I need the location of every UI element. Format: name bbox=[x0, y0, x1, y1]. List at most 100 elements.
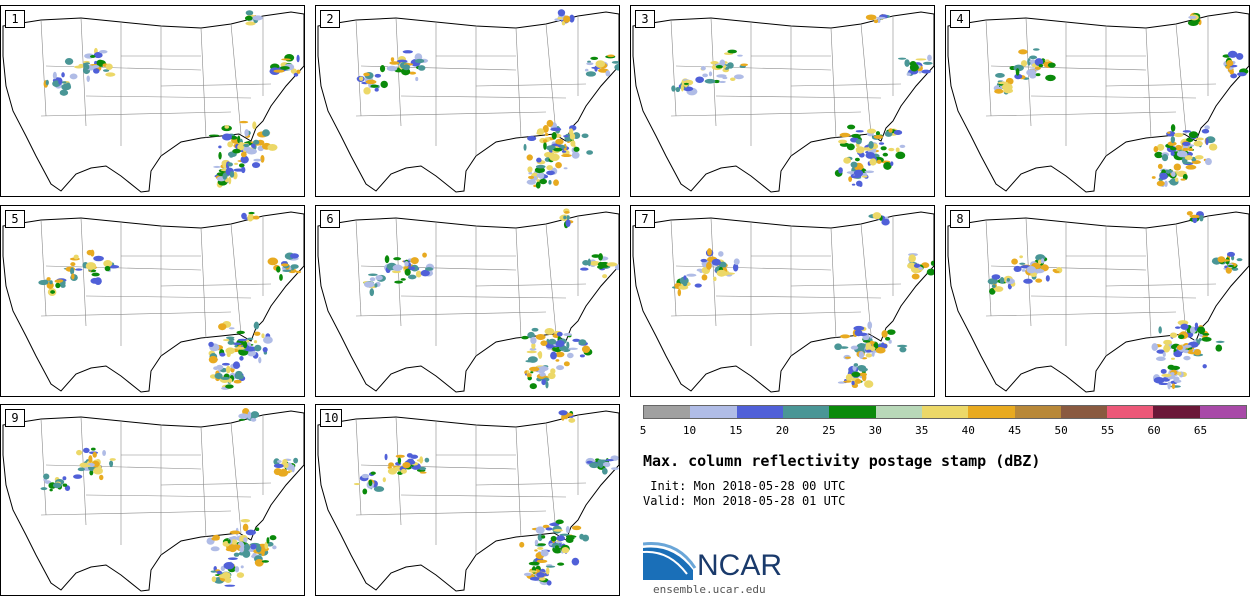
state-border bbox=[40, 19, 47, 117]
reflectivity-echo bbox=[1026, 69, 1037, 76]
reflectivity-echo bbox=[580, 267, 589, 271]
reflectivity-echo bbox=[539, 178, 548, 185]
reflectivity-echo bbox=[851, 183, 856, 186]
state-border bbox=[475, 83, 587, 87]
reflectivity-echo bbox=[585, 71, 597, 77]
reflectivity-echo bbox=[89, 55, 96, 58]
reflectivity-echo bbox=[70, 267, 75, 275]
map-panel-7: 7 bbox=[630, 205, 935, 397]
reflectivity-echo bbox=[1195, 137, 1204, 141]
reflectivity-echo bbox=[563, 167, 568, 170]
reflectivity-echo bbox=[546, 119, 554, 127]
reflectivity-echo bbox=[1173, 132, 1184, 138]
state-border bbox=[40, 111, 232, 117]
reflectivity-echo bbox=[845, 373, 853, 382]
colorbar-tick-label: 55 bbox=[1100, 424, 1115, 437]
member-number: 7 bbox=[635, 210, 655, 228]
reflectivity-echo bbox=[424, 267, 434, 271]
reflectivity-echo bbox=[1202, 364, 1207, 369]
reflectivity-map bbox=[2, 211, 304, 393]
reflectivity-echo bbox=[557, 17, 563, 20]
reflectivity-echo bbox=[102, 450, 107, 457]
reflectivity-echo bbox=[1193, 140, 1203, 147]
reflectivity-echo bbox=[706, 261, 712, 270]
colorbar-tick-label: 30 bbox=[868, 424, 882, 437]
reflectivity-echo bbox=[555, 138, 564, 145]
reflectivity-echo bbox=[281, 58, 292, 61]
reflectivity-echo bbox=[408, 71, 417, 75]
reflectivity-echo bbox=[853, 363, 859, 367]
ncar-logo-icon bbox=[643, 542, 697, 580]
reflectivity-echo bbox=[229, 530, 241, 535]
reflectivity-echo bbox=[911, 273, 920, 280]
coastline bbox=[2, 410, 304, 592]
reflectivity-echo bbox=[683, 82, 689, 85]
reflectivity-echo bbox=[395, 454, 405, 458]
coastline bbox=[317, 410, 619, 592]
reflectivity-echo bbox=[876, 159, 882, 164]
reflectivity-echo bbox=[1178, 334, 1185, 340]
reflectivity-echo bbox=[555, 351, 565, 358]
reflectivity-echo bbox=[225, 365, 231, 374]
reflectivity-echo bbox=[221, 362, 230, 366]
reflectivity-echo bbox=[878, 142, 885, 145]
reflectivity-echo bbox=[559, 533, 571, 536]
reflectivity-echo bbox=[1187, 19, 1199, 27]
reflectivity-echo bbox=[572, 338, 581, 342]
reflectivity-echo bbox=[402, 64, 411, 71]
reflectivity-echo bbox=[246, 337, 254, 341]
reflectivity-echo bbox=[553, 179, 559, 186]
reflectivity-echo bbox=[1220, 259, 1231, 262]
reflectivity-echo bbox=[1175, 177, 1179, 182]
reflectivity-echo bbox=[210, 570, 217, 573]
reflectivity-echo bbox=[208, 355, 218, 364]
reflectivity-echo bbox=[214, 372, 223, 380]
reflectivity-echo bbox=[680, 84, 684, 92]
member-number: 4 bbox=[950, 10, 970, 28]
reflectivity-echo bbox=[239, 355, 244, 361]
reflectivity-echo bbox=[586, 150, 594, 155]
state-border bbox=[985, 219, 992, 317]
reflectivity-echo bbox=[726, 62, 734, 69]
map-panel-3: 3 bbox=[630, 5, 935, 197]
reflectivity-echo bbox=[363, 281, 375, 288]
reflectivity-echo bbox=[410, 257, 419, 265]
reflectivity-echo bbox=[224, 584, 236, 587]
reflectivity-echo bbox=[525, 360, 534, 363]
reflectivity-echo bbox=[91, 272, 100, 277]
state-border bbox=[1030, 95, 1197, 99]
reflectivity-echo bbox=[1018, 49, 1028, 55]
reflectivity-echo bbox=[1173, 163, 1182, 171]
reflectivity-echo bbox=[1161, 154, 1169, 162]
reflectivity-echo bbox=[884, 336, 891, 341]
reflectivity-echo bbox=[45, 79, 49, 86]
reflectivity-echo bbox=[418, 466, 427, 471]
state-border bbox=[200, 426, 207, 538]
reflectivity-echo bbox=[527, 166, 533, 173]
reflectivity-echo bbox=[566, 215, 570, 220]
reflectivity-echo bbox=[1186, 211, 1193, 216]
reflectivity-echo bbox=[90, 249, 95, 257]
reflectivity-echo bbox=[840, 334, 851, 339]
reflectivity-echo bbox=[877, 18, 881, 24]
reflectivity-echo bbox=[290, 68, 297, 74]
colorbar-tick-label: 20 bbox=[775, 424, 789, 437]
reflectivity-echo bbox=[1188, 349, 1193, 352]
website-label: ensemble.ucar.edu bbox=[653, 583, 766, 596]
reflectivity-echo bbox=[530, 577, 536, 580]
reflectivity-echo bbox=[235, 346, 246, 350]
reflectivity-echo bbox=[213, 165, 221, 168]
reflectivity-echo bbox=[234, 566, 240, 573]
colorbar-segment bbox=[1014, 406, 1061, 418]
reflectivity-echo bbox=[727, 49, 737, 54]
reflectivity-echo bbox=[389, 61, 400, 65]
reflectivity-echo bbox=[851, 371, 861, 378]
reflectivity-echo bbox=[1237, 72, 1247, 77]
reflectivity-echo bbox=[233, 379, 242, 384]
plot-title: Max. column reflectivity postage stamp (… bbox=[643, 452, 1041, 470]
colorbar-tick-label: 65 bbox=[1193, 424, 1208, 437]
reflectivity-echo bbox=[555, 161, 562, 169]
reflectivity-echo bbox=[888, 339, 892, 344]
coastline bbox=[2, 211, 304, 393]
reflectivity-echo bbox=[1204, 157, 1212, 166]
